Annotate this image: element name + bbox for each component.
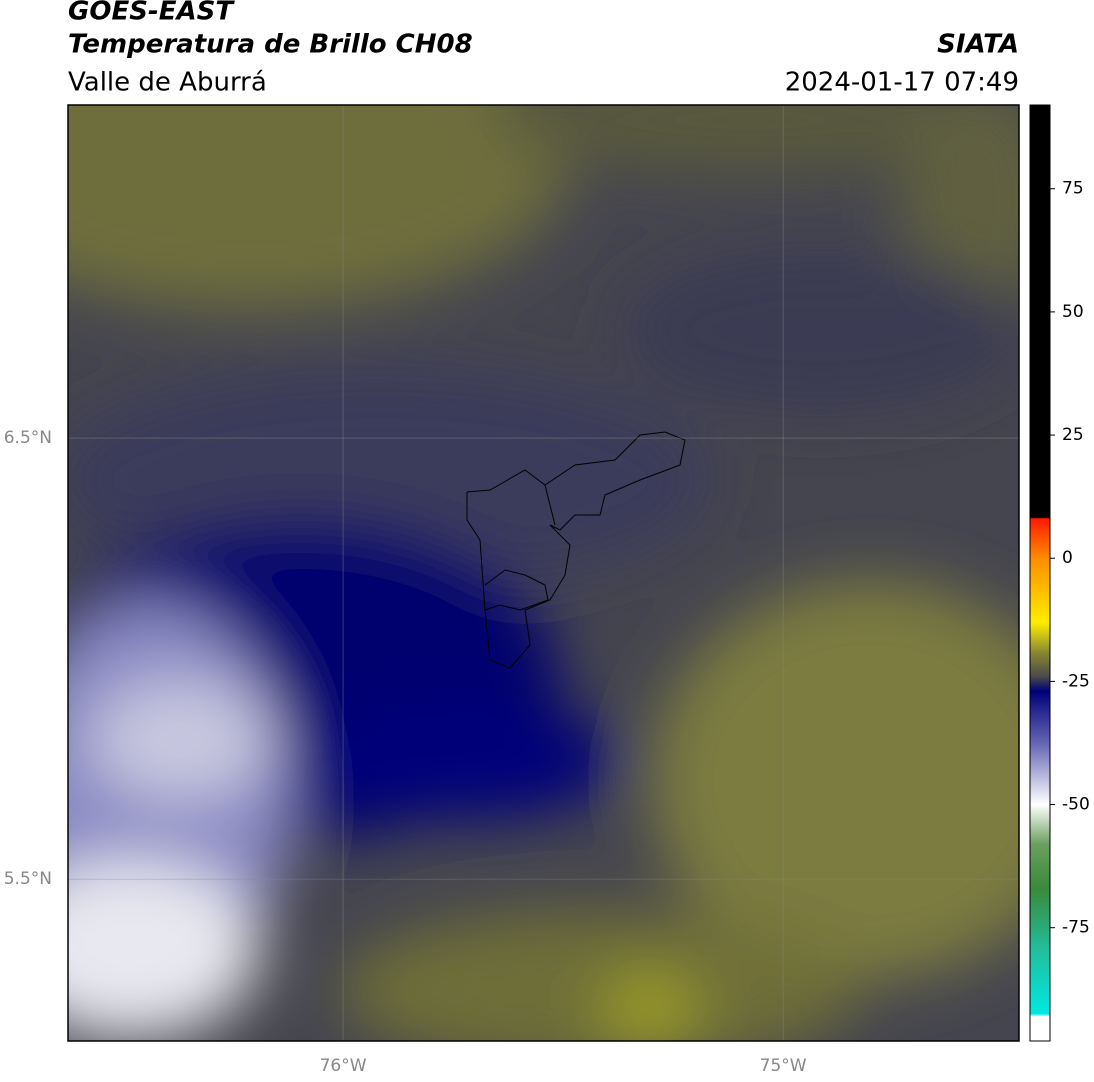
x-tick-label: 76°W bbox=[320, 1056, 367, 1076]
region: Valle de Aburrá bbox=[68, 68, 267, 98]
y-tick-label: 6.5°N bbox=[4, 428, 52, 448]
colorbar-tick-label: 75 bbox=[1062, 179, 1084, 199]
boundary bbox=[484, 569, 549, 611]
x-tick-label: 75°W bbox=[760, 1056, 807, 1076]
colorbar-tick-label: -25 bbox=[1062, 671, 1090, 691]
boundary bbox=[544, 484, 556, 526]
colorbar-tick-label: -75 bbox=[1062, 918, 1090, 938]
satellite-field bbox=[68, 105, 1019, 1041]
colorbar-tick-label: 25 bbox=[1062, 425, 1084, 445]
colorbar-tick-label: -50 bbox=[1062, 795, 1090, 815]
datetime: 2024-01-17 07:49 bbox=[785, 68, 1019, 98]
colorbar bbox=[1029, 104, 1051, 1042]
source: SIATA bbox=[937, 30, 1019, 60]
boundary bbox=[466, 431, 686, 669]
colorbar-tick-label: 50 bbox=[1062, 302, 1084, 322]
subtitle: Temperatura de Brillo CH08 bbox=[68, 30, 473, 60]
y-tick-label: 5.5°N bbox=[4, 869, 52, 889]
title: GOES-EAST bbox=[68, 0, 235, 27]
colorbar-tick-label: 0 bbox=[1062, 548, 1073, 568]
map-frame bbox=[67, 104, 1020, 1042]
